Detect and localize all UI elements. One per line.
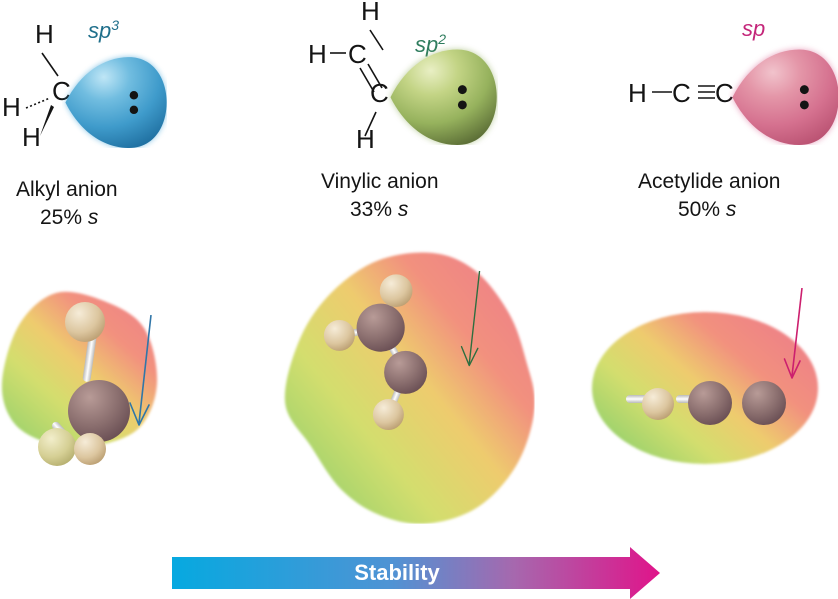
svg-text:H: H: [356, 124, 375, 154]
svg-text:H: H: [22, 122, 41, 152]
svg-text:H: H: [361, 0, 380, 26]
svg-text:H: H: [308, 39, 327, 69]
svg-text:H: H: [2, 92, 21, 122]
svg-text:sp3: sp3: [88, 17, 119, 43]
svg-text:C: C: [672, 78, 691, 108]
svg-text:H: H: [628, 78, 647, 108]
svg-text:C: C: [348, 39, 367, 69]
svg-text:sp: sp: [742, 16, 765, 41]
svg-text:H: H: [35, 19, 54, 49]
svg-text:Stability: Stability: [354, 560, 440, 585]
